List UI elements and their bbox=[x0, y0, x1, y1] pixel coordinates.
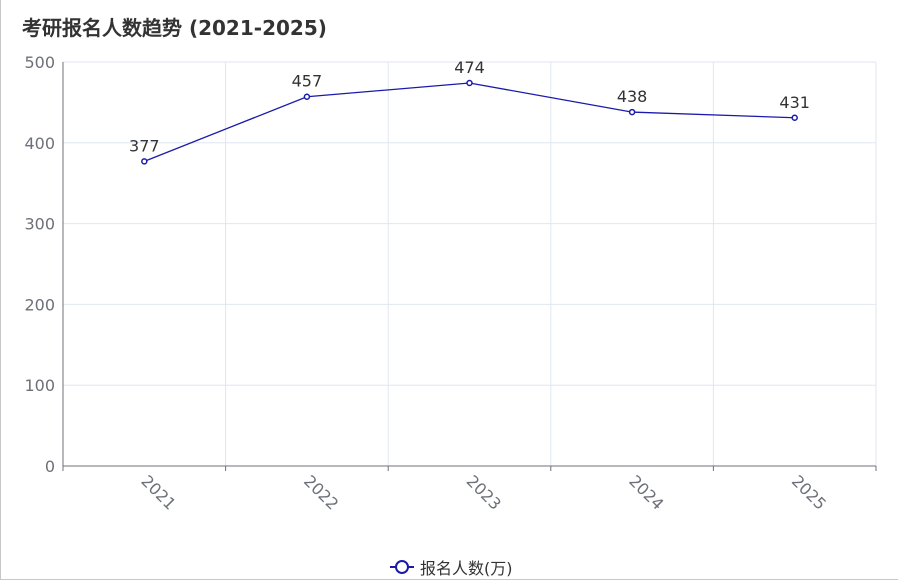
chart-title: 考研报名人数趋势 (2021-2025) bbox=[22, 16, 327, 40]
y-tick-label: 500 bbox=[24, 53, 55, 72]
x-tick-label: 2021 bbox=[137, 471, 179, 513]
data-point bbox=[628, 108, 636, 116]
legend-label: 报名人数(万) bbox=[420, 559, 513, 578]
data-point bbox=[303, 93, 311, 100]
series-line bbox=[144, 82, 795, 162]
legend-line-circle-icon bbox=[390, 560, 414, 574]
data-label: 457 bbox=[292, 72, 323, 91]
x-tick-label: 2025 bbox=[788, 471, 830, 513]
y-tick-label: 200 bbox=[24, 295, 55, 314]
y-tick-label: 300 bbox=[24, 215, 55, 234]
data-label: 474 bbox=[454, 58, 485, 77]
x-tick-label: 2022 bbox=[300, 471, 342, 513]
x-tick-label: 2024 bbox=[625, 471, 667, 513]
data-point bbox=[791, 114, 798, 122]
legend-item[interactable]: 报名人数(万) bbox=[390, 556, 513, 578]
data-point bbox=[141, 158, 148, 165]
x-tick-label: 2023 bbox=[463, 471, 505, 513]
data-label: 377 bbox=[129, 136, 160, 155]
y-tick-label: 400 bbox=[24, 134, 55, 153]
y-tick-label: 0 bbox=[45, 457, 55, 476]
y-tick-label: 100 bbox=[24, 376, 55, 395]
data-label: 431 bbox=[779, 93, 810, 112]
data-point bbox=[466, 79, 473, 87]
data-label: 438 bbox=[617, 87, 648, 106]
